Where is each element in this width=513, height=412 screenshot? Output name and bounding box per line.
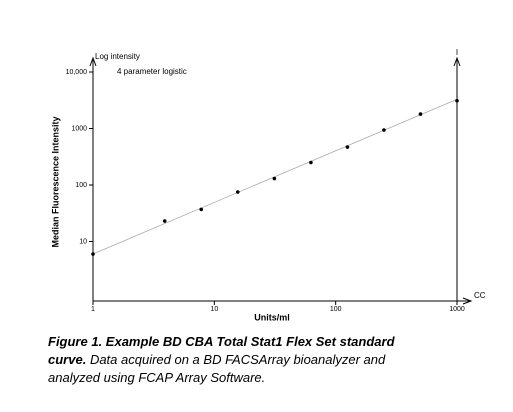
caption-bold: Figure 1. Example BD CBA Total Stat1 Fle… [48,334,395,367]
x-tick-label: 1 [91,306,95,313]
y-axis-top-label: Log intensity [95,52,140,61]
data-point [91,252,95,256]
x-tick-label: 100 [330,306,342,313]
y-axis-arrow [89,56,97,67]
caption-text: Data acquired on a BD FACSArray bioanaly… [48,352,386,385]
y-tick-label: 100 [75,182,87,189]
y-tick-label: 1000 [71,125,87,132]
annotation: 4 parameter logistic [117,67,187,76]
data-point [345,145,350,149]
x-tick-label: 1000 [449,306,465,313]
data-point [309,160,313,165]
x-axis-arrow [462,297,473,305]
data-point [455,98,459,103]
right-line-label: I [456,48,458,57]
x-axis-end-label: CC [474,291,486,300]
x-tick-label: 10 [210,306,218,313]
y-tick-label: 10 [79,238,87,245]
y-axis-label: Median Fluorescence Intensity [50,116,60,247]
data-point [272,176,277,181]
data-point [382,128,386,132]
data-point [418,112,423,116]
data-point [235,190,240,194]
y-tick-label: 10,000 [66,69,88,76]
data-point [199,207,204,212]
data-point [162,219,167,223]
caption: Figure 1. Example BD CBA Total Stat1 Fle… [48,333,426,387]
x-axis-label: Units/ml [254,312,290,322]
fit-line [92,98,458,255]
chart: Log intensity 4 parameter logistic I CC … [50,48,486,322]
right-line-arrow [453,56,461,67]
